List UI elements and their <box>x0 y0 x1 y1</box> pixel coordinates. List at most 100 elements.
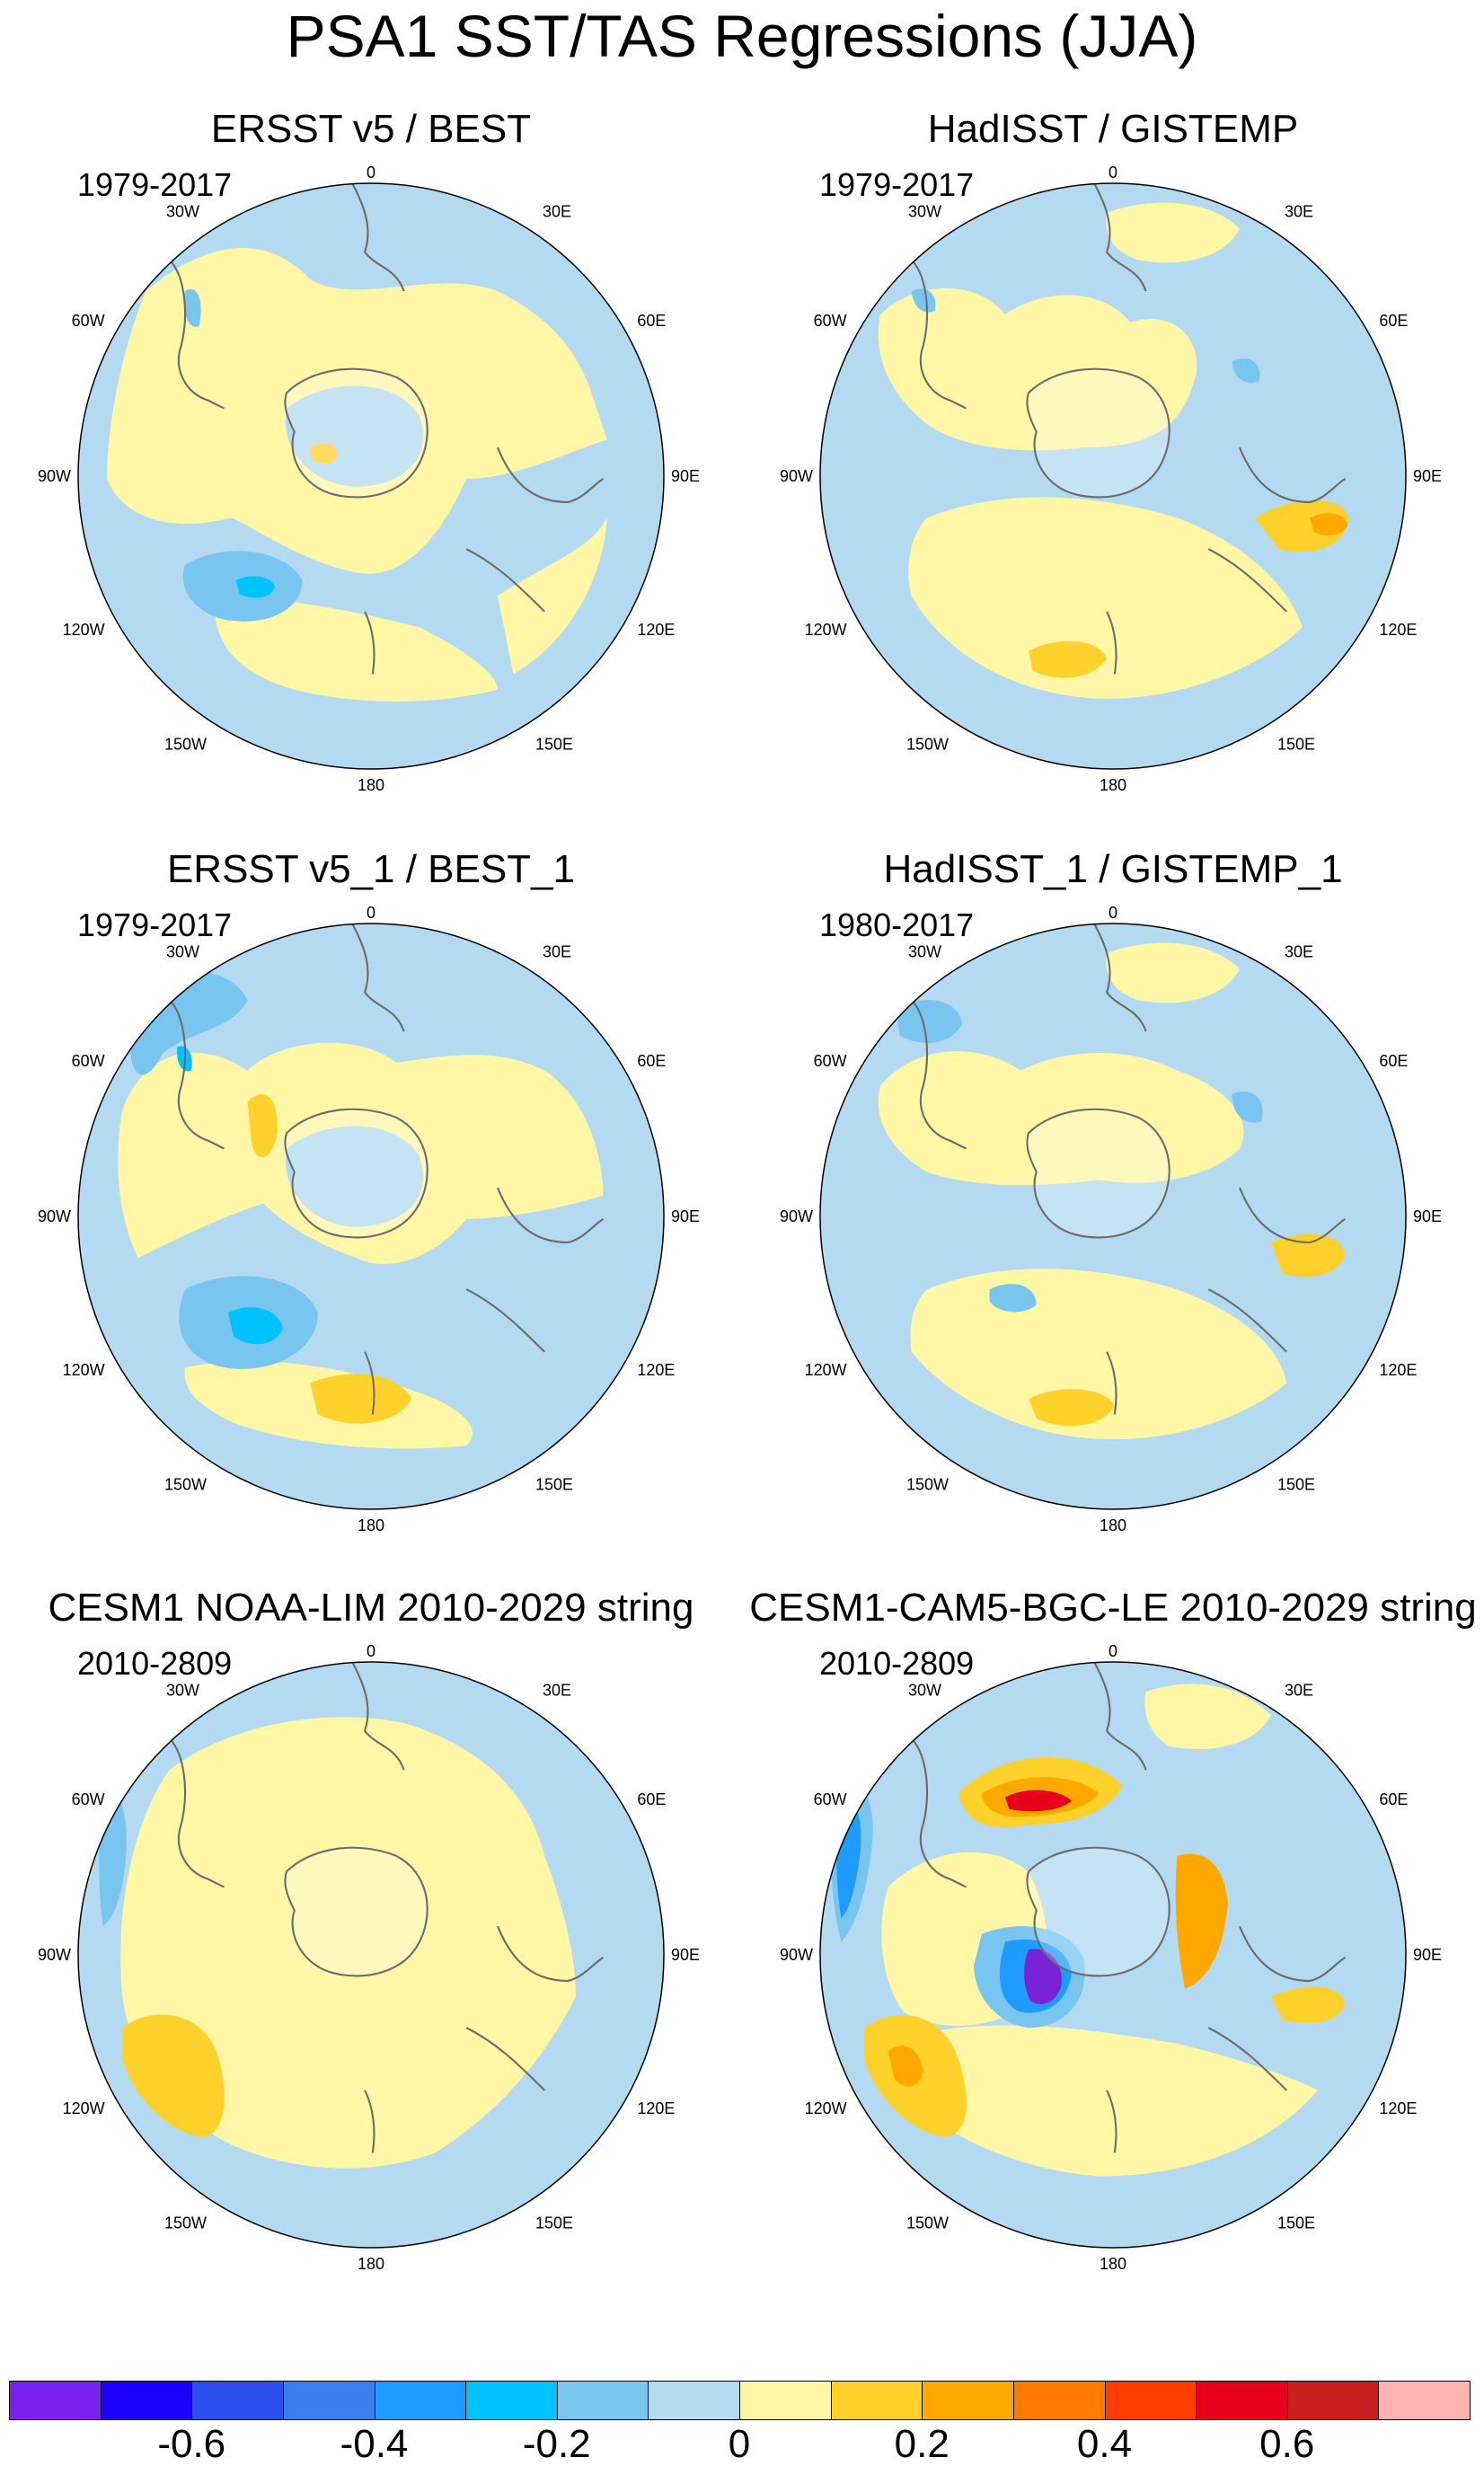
longitude-label-30e: 30E <box>543 203 571 221</box>
polar-map: 0 30E 60E 90E 120E 150E 180 150W 120W 90W 60W 30W <box>780 1642 1442 2273</box>
coastline <box>465 548 545 613</box>
colorbar-tick-label: -0.4 <box>340 2422 409 2466</box>
colorbar-swatch <box>1104 2381 1197 2420</box>
longitude-label-180: 180 <box>1100 1516 1126 1534</box>
colorbar-tick-label: -0.2 <box>522 2422 591 2466</box>
longitude-label-90w: 90W <box>38 1207 71 1225</box>
coastlines <box>910 1662 1347 2153</box>
longitude-label-120w: 120W <box>805 2099 847 2117</box>
coastline <box>1207 1288 1287 1353</box>
colorbar-swatch <box>1378 2381 1471 2420</box>
colorbar-swatch <box>556 2381 649 2420</box>
anomaly-region <box>878 287 1197 451</box>
longitude-label-60e: 60E <box>1379 312 1408 330</box>
anomaly-region <box>235 576 276 598</box>
longitude-label-90e: 90E <box>671 1946 700 1964</box>
longitude-label-30e: 30E <box>1285 943 1313 961</box>
anomaly-region <box>888 2025 1318 2177</box>
longitude-label-90w: 90W <box>38 467 71 485</box>
polar-map: 0 30E 60E 90E 120E 150E 180 150W 120W 90W 60W 30W <box>38 164 700 794</box>
colorbar-swatch <box>922 2381 1014 2420</box>
colorbar-swatch <box>648 2381 740 2420</box>
longitude-label-90w: 90W <box>780 1946 813 1964</box>
longitude-label-180: 180 <box>358 1516 384 1534</box>
colorbar-swatch <box>282 2381 375 2420</box>
longitude-label-0: 0 <box>1109 164 1117 181</box>
longitude-label-150e: 150E <box>1277 1475 1315 1493</box>
panel-title: HadISST_1 / GISTEMP_1 <box>883 847 1343 891</box>
colorbar-swatch <box>1196 2381 1288 2420</box>
longitude-label-90e: 90E <box>671 1207 700 1225</box>
longitude-label-30e: 30E <box>543 1682 571 1700</box>
antarctica-coastline <box>1026 367 1170 499</box>
coastline <box>348 1662 405 1771</box>
colorbar-swatch <box>465 2381 558 2420</box>
longitude-label-90w: 90W <box>780 467 813 485</box>
panel-title: ERSST v5_1 / BEST_1 <box>166 847 576 891</box>
longitude-label-60e: 60E <box>1379 1052 1408 1070</box>
coastline <box>168 1737 225 1888</box>
coastline <box>497 446 605 504</box>
coastline <box>1239 446 1347 504</box>
anomaly-region <box>1310 513 1348 536</box>
anomaly-region <box>896 999 963 1044</box>
anomaly-region <box>120 1717 576 2169</box>
panel-title: HadISST / GISTEMP <box>927 107 1299 151</box>
anomaly-region <box>888 2046 923 2087</box>
longitude-label-30e: 30E <box>1285 203 1313 221</box>
longitude-label-120e: 120E <box>1379 2099 1417 2117</box>
longitude-label-120w: 120W <box>63 2099 105 2117</box>
panel-title: ERSST v5 / BEST <box>210 107 532 151</box>
anomaly-region <box>911 288 936 313</box>
coastline <box>465 2027 545 2091</box>
longitude-label-120w: 120W <box>805 1361 847 1379</box>
panel-title: CESM1-CAM5-BGC-LE 2010-2029 string <box>749 1586 1477 1630</box>
colorbar-tick-label: 0.6 <box>1259 2422 1315 2466</box>
coastlines <box>910 183 1347 675</box>
anomaly-region <box>1029 1389 1115 1427</box>
coastline <box>168 259 225 410</box>
anomaly-region <box>1005 1790 1072 1812</box>
longitude-label-30e: 30E <box>543 943 571 961</box>
longitude-label-60w: 60W <box>72 312 105 330</box>
map-boundary <box>819 923 1407 1510</box>
longitude-label-60w: 60W <box>814 312 847 330</box>
map-boundary <box>77 1661 665 2249</box>
longitude-label-0: 0 <box>1109 1642 1117 1660</box>
coastline <box>1090 1662 1147 1771</box>
coastlines <box>168 1662 605 2153</box>
longitude-label-180: 180 <box>358 2255 384 2273</box>
longitude-label-90e: 90E <box>1413 1207 1442 1225</box>
longitude-label-150e: 150E <box>1277 2214 1315 2232</box>
panel-title: CESM1 NOAA-LIM 2010-2029 string <box>48 1586 694 1630</box>
coastline <box>910 259 967 410</box>
longitude-label-0: 0 <box>1109 904 1117 922</box>
longitude-label-120w: 120W <box>63 1361 105 1379</box>
coastlines <box>168 183 605 675</box>
map-boundary <box>77 923 665 1510</box>
anomaly-region <box>1255 499 1349 552</box>
longitude-label-30w: 30W <box>166 203 199 221</box>
longitude-label-120e: 120E <box>1379 1361 1417 1379</box>
anomaly-region <box>215 596 498 702</box>
map-panel-ersst-best: ERSST v5 / BEST 1979-2017 0 30E 60E 90E 120E 15… <box>0 106 742 843</box>
coastline <box>364 1351 375 1415</box>
antarctica-coastline <box>1026 1108 1170 1239</box>
coastline <box>1207 2027 1287 2091</box>
panel-period-label: 1979-2017 <box>77 906 233 943</box>
coastline <box>1106 611 1117 675</box>
longitude-label-120w: 120W <box>805 621 847 639</box>
polar-map: 0 30E 60E 90E 120E 150E 180 150W 120W 90W 60W 30W <box>780 904 1442 1534</box>
anomaly-region <box>1106 202 1240 263</box>
map-panel-hadisst-gistemp-1: HadISST_1 / GISTEMP_1 1980-2017 0 30E 60E 90E… <box>742 846 1484 1583</box>
longitude-label-180: 180 <box>358 776 384 794</box>
longitude-label-150e: 150E <box>1277 735 1315 753</box>
map-panel-ersst-best-1: ERSST v5_1 / BEST_1 1979-2017 0 30E 60E 90E 12… <box>0 846 742 1583</box>
longitude-label-60e: 60E <box>1379 1790 1408 1808</box>
coastline <box>348 183 405 292</box>
coastline <box>497 1187 605 1244</box>
colorbar-swatch <box>9 2381 102 2420</box>
longitude-label-150e: 150E <box>535 735 573 753</box>
anomaly-region <box>285 1126 423 1227</box>
coastline <box>1106 1351 1117 1415</box>
